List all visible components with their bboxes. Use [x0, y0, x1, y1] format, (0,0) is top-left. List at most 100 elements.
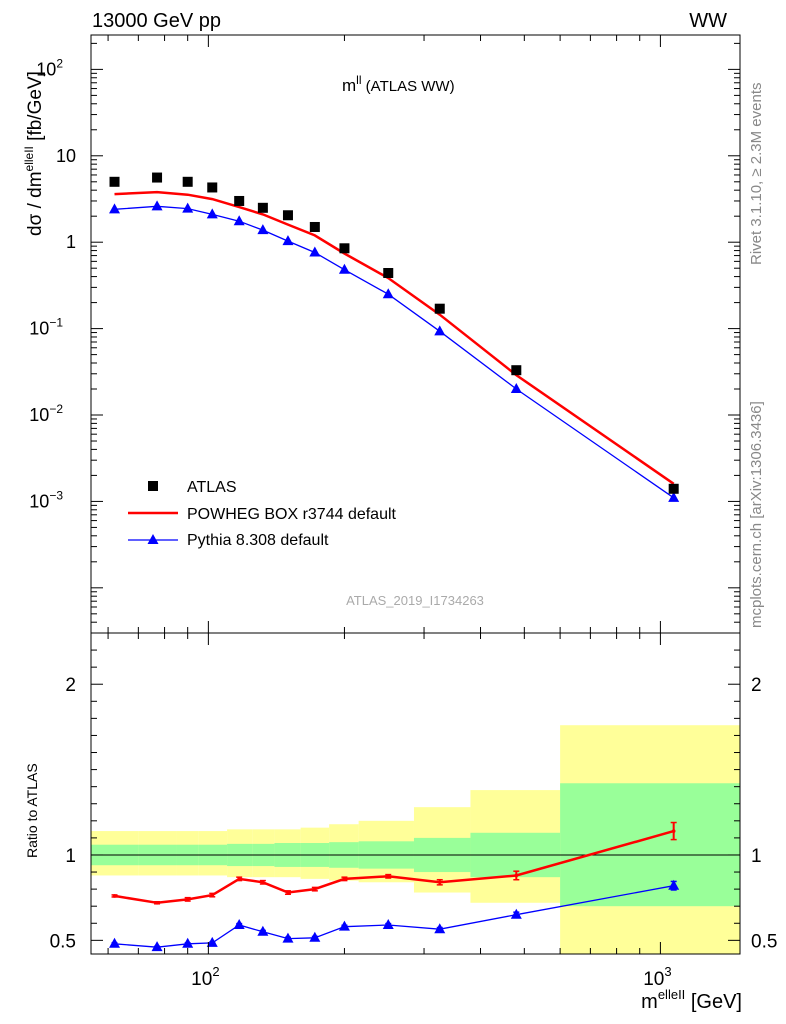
main-line-powheg — [114, 190, 675, 485]
main-point-atlas — [234, 195, 245, 206]
main-y-tick-label: 10 — [56, 146, 76, 166]
ratio-y-tick-label-left: 0.5 — [50, 931, 76, 952]
main-y-tick-base: 1 — [66, 232, 76, 252]
main-point-pythia — [668, 491, 680, 502]
xlabel-unit: [GeV] — [685, 991, 742, 1013]
x-tick-labels: 102 103 — [191, 964, 671, 990]
main-y-tick-base: 10 — [29, 319, 49, 339]
ratio-point-pythia — [109, 937, 121, 948]
main-y-tick-base: 10 — [56, 146, 76, 166]
ratio-y-tick-label-left: 1 — [65, 846, 76, 867]
main-point-atlas — [511, 365, 522, 376]
main-point-pythia — [309, 246, 321, 257]
main-series-group — [109, 172, 680, 502]
watermark-label: ATLAS_2019_I1734263 — [346, 593, 484, 608]
main-y-tick-exp: −2 — [49, 402, 63, 416]
legend-marker-pythia — [147, 534, 159, 544]
main-y-tick-label: 10−2 — [29, 402, 63, 425]
ratio-axis-ticks — [91, 633, 740, 954]
main-line-pythia — [114, 205, 675, 499]
ratio-point-powheg — [155, 900, 159, 905]
ratio-point-powheg — [210, 893, 215, 897]
legend-label-atlas: ATLAS — [187, 479, 237, 496]
main-point-pythia — [206, 208, 218, 219]
main-point-pythia — [382, 288, 394, 299]
main-point-pythia — [257, 224, 269, 235]
ratio-point-powheg — [514, 873, 519, 878]
main-point-atlas — [282, 210, 293, 221]
main-y-tick-exp: −1 — [49, 316, 63, 330]
x-axis-label: melleII [GeV] — [641, 987, 742, 1013]
ratio-point-powheg — [237, 877, 241, 881]
plot-title: mll (ATLAS WW) — [342, 73, 455, 95]
main-y-tick-label: 102 — [36, 56, 63, 79]
ratio-point-pythia — [309, 931, 321, 942]
main-point-atlas — [257, 202, 268, 213]
ratio-band-inner — [560, 783, 740, 907]
ratio-point-powheg — [671, 829, 676, 833]
main-y-tick-label: 10−1 — [29, 316, 63, 339]
plot-title-sup: ll — [356, 73, 361, 87]
x-tick-exp: 2 — [212, 964, 219, 979]
main-point-pythia — [282, 235, 294, 246]
main-point-atlas — [109, 176, 120, 187]
ratio-point-pythia — [182, 937, 194, 948]
ratio-panel: 0.5 0.51 12 2 102 103 Ratio to ATLAS melleII… — [24, 632, 777, 1013]
ratio-point-powheg — [185, 897, 190, 902]
main-point-pythia — [182, 202, 194, 213]
ratio-point-powheg — [313, 887, 317, 891]
xlabel-main: m — [641, 991, 658, 1013]
main-point-pythia — [151, 200, 163, 211]
ratio-point-pythia — [668, 879, 680, 890]
ratio-point-powheg — [112, 894, 117, 898]
ratio-point-powheg — [386, 874, 391, 879]
legend-label-pythia: Pythia 8.308 default — [187, 532, 329, 549]
ratio-point-pythia — [434, 923, 446, 934]
source-label: mcplots.cern.ch [arXiv:1306.3436] — [748, 401, 765, 628]
ylabel-main: dσ / dm — [25, 171, 46, 236]
ratio-point-pythia — [282, 932, 294, 943]
rivet-version-label: Rivet 3.1.10, ≥ 2.3M events — [748, 83, 765, 266]
ratio-point-pythia — [151, 941, 163, 952]
main-y-tick-label: 1 — [66, 232, 76, 252]
ratio-point-powheg — [286, 890, 290, 895]
x-tick-label: 103 — [643, 964, 671, 990]
plot-title-rest: (ATLAS WW) — [362, 78, 455, 95]
ratio-y-tick-label-right: 1 — [751, 846, 762, 867]
ratio-uncertainty-bands — [91, 725, 740, 954]
main-point-pythia — [510, 382, 522, 393]
ratio-series-group — [109, 821, 680, 952]
main-y-tick-base: 10 — [29, 405, 49, 425]
main-point-atlas — [152, 172, 163, 183]
x-tick-base: 10 — [643, 969, 664, 990]
main-point-atlas — [309, 221, 320, 232]
main-point-atlas — [434, 303, 445, 314]
ratio-point-powheg — [342, 877, 347, 881]
legend-label-powheg: POWHEG BOX r3744 default — [187, 506, 397, 523]
main-point-atlas — [182, 176, 193, 187]
ratio-point-pythia — [257, 925, 269, 936]
main-y-tick-base: 10 — [36, 59, 56, 79]
ylabel-unit: [fb/GeV] — [25, 71, 46, 146]
main-point-atlas — [383, 268, 394, 279]
ratio-y-tick-label-right: 2 — [751, 675, 762, 696]
main-axis-ticks — [91, 35, 740, 634]
ratio-y-tick-label-right: 0.5 — [751, 931, 777, 952]
plot-title-main: m — [342, 76, 356, 95]
ratio-point-powheg — [261, 880, 265, 885]
main-point-atlas — [207, 182, 218, 193]
main-y-tick-base: 10 — [29, 491, 49, 511]
x-tick-label: 102 — [191, 964, 219, 990]
main-y-tick-exp: 2 — [56, 56, 63, 70]
process-label: WW — [689, 10, 727, 32]
ratio-point-pythia — [510, 908, 522, 919]
main-y-axis-label: dσ / dmelleII [fb/GeV] — [22, 71, 46, 236]
main-point-pythia — [434, 325, 446, 336]
ratio-y-tick-label-left: 2 — [65, 675, 76, 696]
main-point-pythia — [233, 215, 245, 226]
legend-marker-atlas — [148, 481, 158, 491]
ratio-point-pythia — [338, 920, 350, 931]
